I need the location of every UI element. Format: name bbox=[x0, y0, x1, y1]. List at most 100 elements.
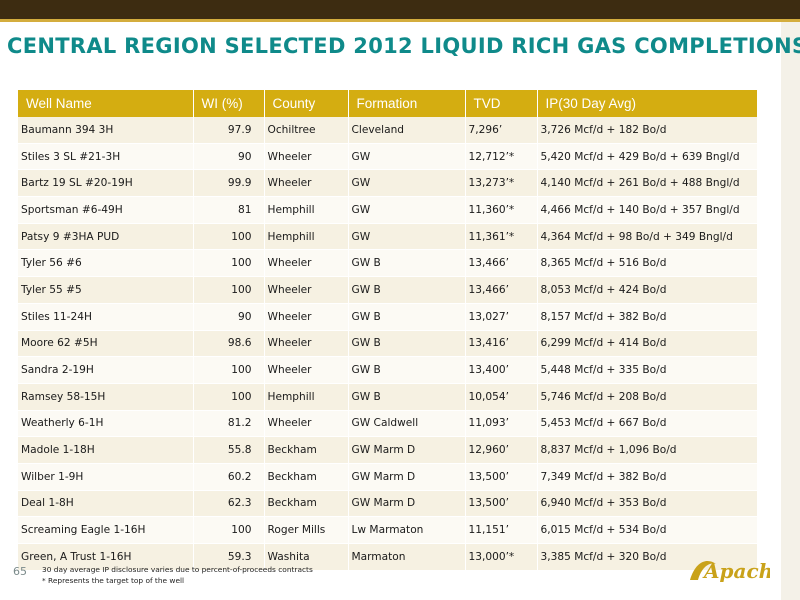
cell-ip: 8,365 Mcf/d + 516 Bo/d bbox=[537, 249, 757, 278]
cell-county: Beckham bbox=[264, 463, 349, 491]
apache-logo: Apache bbox=[690, 559, 770, 583]
cell-well-name: Screaming Eagle 1-16H bbox=[18, 516, 194, 544]
cell-ip: 5,420 Mcf/d + 429 Bo/d + 639 Bngl/d bbox=[537, 143, 757, 171]
cell-wi: 99.9 bbox=[193, 169, 265, 198]
cell-formation: GW B bbox=[348, 303, 466, 331]
table-body: Baumann 394 3H 97.9 Ochiltree Cleveland 7,29… bbox=[18, 117, 757, 571]
cell-wi: 100 bbox=[193, 383, 265, 411]
cell-well-name: Green, A Trust 1-16H bbox=[18, 543, 194, 571]
cell-formation: GW B bbox=[348, 330, 466, 358]
cell-wi: 100 bbox=[193, 356, 265, 384]
cell-wi: 60.2 bbox=[193, 463, 265, 491]
cell-ip: 7,349 Mcf/d + 382 Bo/d bbox=[537, 463, 757, 491]
cell-tvd: 13,027’ bbox=[465, 303, 538, 331]
footnote-ip: 30 day average IP disclosure varies due … bbox=[42, 565, 313, 574]
cell-wi: 97.9 bbox=[193, 117, 265, 144]
table-row: Stiles 11-24H 90 Wheeler GW B 13,027’ 8,157 M… bbox=[18, 303, 757, 331]
cell-tvd: 11,361’* bbox=[465, 223, 538, 251]
cell-wi: 90 bbox=[193, 303, 265, 331]
cell-well-name: Bartz 19 SL #20-19H bbox=[18, 169, 194, 198]
cell-ip: 5,453 Mcf/d + 667 Bo/d bbox=[537, 410, 757, 438]
cell-well-name: Sandra 2-19H bbox=[18, 356, 194, 384]
cell-county: Wheeler bbox=[264, 356, 349, 384]
cell-county: Wheeler bbox=[264, 249, 349, 278]
cell-county: Wheeler bbox=[264, 276, 349, 304]
cell-formation: GW bbox=[348, 196, 466, 224]
cell-formation: GW Marm D bbox=[348, 436, 466, 464]
table-row: Weatherly 6-1H 81.2 Wheeler GW Caldwell 11,0… bbox=[18, 410, 757, 438]
cell-tvd: 13,500’ bbox=[465, 463, 538, 491]
cell-well-name: Wilber 1-9H bbox=[18, 463, 194, 491]
cell-tvd: 10,054’ bbox=[465, 383, 538, 411]
cell-ip: 8,053 Mcf/d + 424 Bo/d bbox=[537, 276, 757, 304]
table-row: Bartz 19 SL #20-19H 99.9 Wheeler GW 13,273’*… bbox=[18, 169, 757, 198]
table-row: Ramsey 58-15H 100 Hemphill GW B 10,054’ 5,746… bbox=[18, 383, 757, 411]
cell-well-name: Ramsey 58-15H bbox=[18, 383, 194, 411]
cell-ip: 4,364 Mcf/d + 98 Bo/d + 349 Bngl/d bbox=[537, 223, 757, 251]
header-wi: WI (%) bbox=[193, 90, 265, 117]
cell-formation: GW bbox=[348, 169, 466, 198]
table-row: Madole 1-18H 55.8 Beckham GW Marm D 12,960’ 8… bbox=[18, 436, 757, 464]
cell-ip: 8,837 Mcf/d + 1,096 Bo/d bbox=[537, 436, 757, 464]
cell-well-name: Weatherly 6-1H bbox=[18, 410, 194, 438]
cell-formation: GW bbox=[348, 143, 466, 171]
cell-tvd: 11,360’* bbox=[465, 196, 538, 224]
table-row: Sandra 2-19H 100 Wheeler GW B 13,400’ 5,448 M… bbox=[18, 356, 757, 384]
page-number: 65 bbox=[13, 565, 27, 578]
cell-formation: GW B bbox=[348, 276, 466, 304]
header-ip: IP(30 Day Avg) bbox=[537, 90, 757, 117]
header-tvd: TVD bbox=[465, 90, 538, 117]
cell-formation: Lw Marmaton bbox=[348, 516, 466, 544]
cell-well-name: Stiles 11-24H bbox=[18, 303, 194, 331]
right-margin-band bbox=[781, 22, 800, 600]
cell-county: Washita bbox=[264, 543, 349, 571]
cell-ip: 5,448 Mcf/d + 335 Bo/d bbox=[537, 356, 757, 384]
table-row: Tyler 56 #6 100 Wheeler GW B 13,466’ 8,365 Mc… bbox=[18, 249, 757, 278]
cell-wi: 81.2 bbox=[193, 410, 265, 438]
table-row: Moore 62 #5H 98.6 Wheeler GW B 13,416’ 6,299 … bbox=[18, 330, 757, 358]
cell-tvd: 13,500’ bbox=[465, 490, 538, 518]
footnotes: 30 day average IP disclosure varies due … bbox=[42, 564, 313, 586]
cell-ip: 6,015 Mcf/d + 534 Bo/d bbox=[537, 516, 757, 544]
header-well-name: Well Name bbox=[18, 90, 194, 117]
table-row: Baumann 394 3H 97.9 Ochiltree Cleveland 7,29… bbox=[18, 117, 757, 144]
cell-county: Hemphill bbox=[264, 383, 349, 411]
cell-well-name: Tyler 56 #6 bbox=[18, 249, 194, 278]
cell-formation: GW B bbox=[348, 249, 466, 278]
completions-table: Well Name WI (%) County Formation TVD IP… bbox=[18, 90, 757, 571]
table-row: Stiles 3 SL #21-3H 90 Wheeler GW 12,712’* 5,4… bbox=[18, 143, 757, 171]
cell-county: Wheeler bbox=[264, 169, 349, 198]
table-row: Green, A Trust 1-16H 59.3 Washita Marmaton 1… bbox=[18, 543, 757, 571]
header-formation: Formation bbox=[348, 90, 466, 117]
cell-county: Wheeler bbox=[264, 303, 349, 331]
slide-title: CENTRAL REGION SELECTED 2012 LIQUID RICH… bbox=[7, 34, 800, 58]
table-row: Deal 1-8H 62.3 Beckham GW Marm D 13,500’ 6,94… bbox=[18, 490, 757, 518]
cell-formation: GW Caldwell bbox=[348, 410, 466, 438]
cell-wi: 100 bbox=[193, 516, 265, 544]
table-header-row: Well Name WI (%) County Formation TVD IP… bbox=[18, 90, 757, 117]
cell-ip: 3,385 Mcf/d + 320 Bo/d bbox=[537, 543, 757, 571]
cell-formation: GW bbox=[348, 223, 466, 251]
cell-county: Wheeler bbox=[264, 143, 349, 171]
cell-ip: 4,140 Mcf/d + 261 Bo/d + 488 Bngl/d bbox=[537, 169, 757, 198]
logo-text: Apache bbox=[702, 559, 770, 583]
table-row: Wilber 1-9H 60.2 Beckham GW Marm D 13,500’ 7,… bbox=[18, 463, 757, 491]
cell-formation: GW Marm D bbox=[348, 490, 466, 518]
cell-well-name: Stiles 3 SL #21-3H bbox=[18, 143, 194, 171]
cell-county: Beckham bbox=[264, 436, 349, 464]
cell-tvd: 13,000’* bbox=[465, 543, 538, 571]
cell-county: Roger Mills bbox=[264, 516, 349, 544]
cell-tvd: 13,273’* bbox=[465, 169, 538, 198]
cell-well-name: Deal 1-8H bbox=[18, 490, 194, 518]
cell-wi: 100 bbox=[193, 276, 265, 304]
cell-county: Ochiltree bbox=[264, 117, 349, 144]
cell-tvd: 11,151’ bbox=[465, 516, 538, 544]
table-row: Screaming Eagle 1-16H 100 Roger Mills Lw Ma… bbox=[18, 516, 757, 544]
cell-wi: 59.3 bbox=[193, 543, 265, 571]
table-row: Sportsman #6-49H 81 Hemphill GW 11,360’* 4,46… bbox=[18, 196, 757, 224]
table-row: Patsy 9 #3HA PUD 100 Hemphill GW 11,361’* 4,3… bbox=[18, 223, 757, 251]
logo-feather-mark bbox=[690, 561, 716, 580]
cell-ip: 5,746 Mcf/d + 208 Bo/d bbox=[537, 383, 757, 411]
table-row: Tyler 55 #5 100 Wheeler GW B 13,466’ 8,053 Mc… bbox=[18, 276, 757, 304]
cell-county: Wheeler bbox=[264, 330, 349, 358]
